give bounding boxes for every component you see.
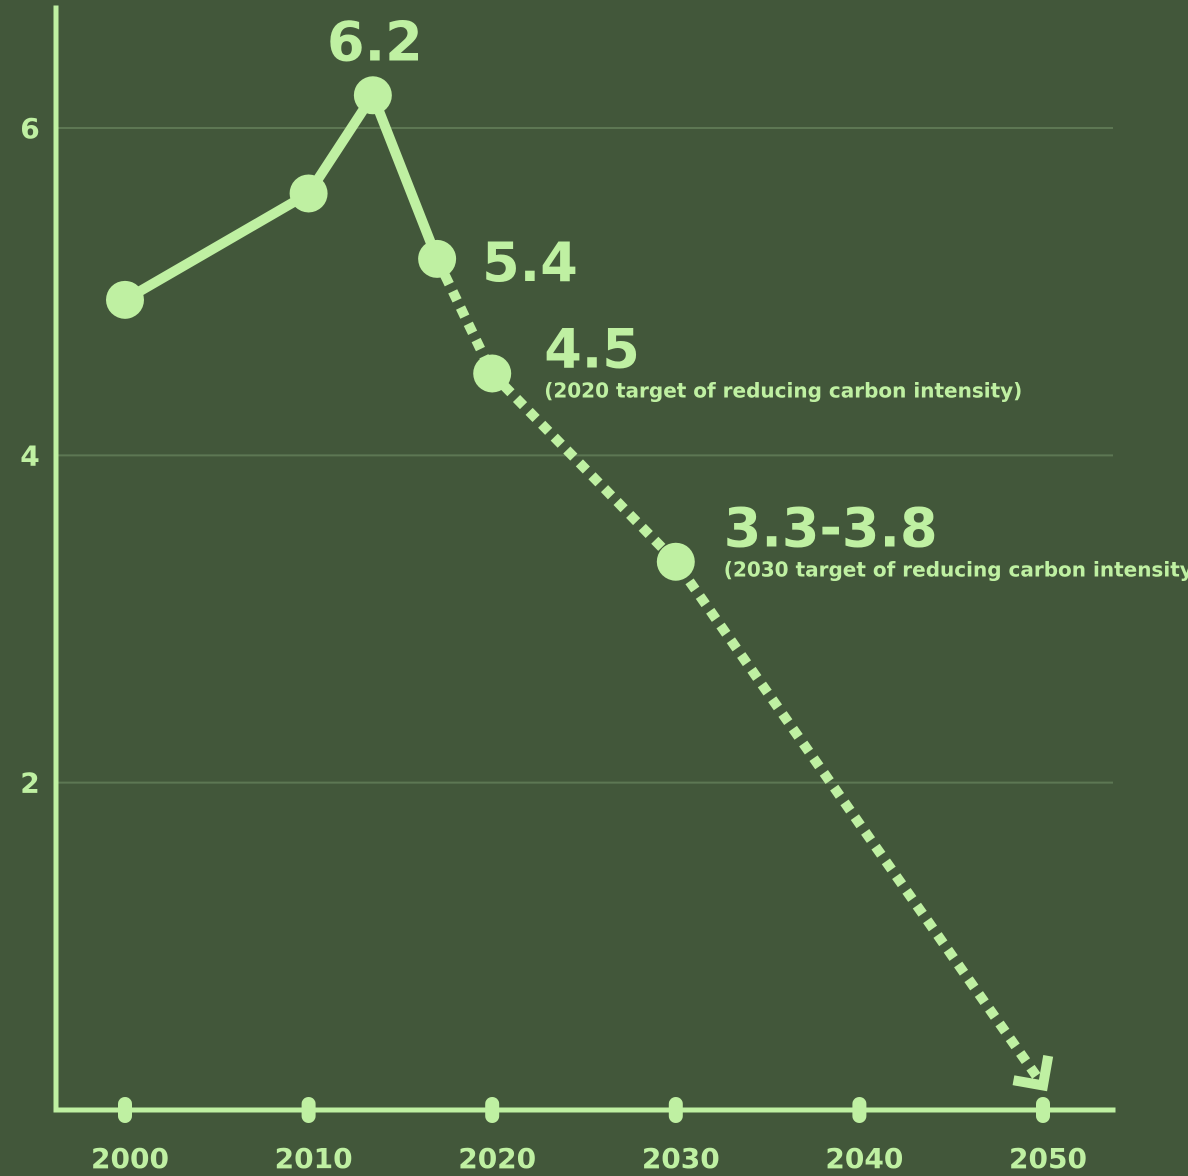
data-point-0 [106, 280, 144, 319]
value-note-3: (2030 target of reducing carbon intensit… [724, 558, 1188, 582]
x-tick-label-2050: 2050 [1009, 1142, 1087, 1175]
y-tick-label-6: 6 [20, 112, 39, 145]
data-point-3 [418, 239, 457, 278]
value-label-2: 4.5 [544, 318, 640, 381]
x-tick-label-2020: 2020 [458, 1142, 536, 1175]
value-note-2: (2020 target of reducing carbon intensit… [544, 379, 1022, 403]
y-tick-label-4: 4 [20, 439, 39, 472]
y-tick-label-2: 2 [20, 767, 39, 800]
x-tick-label-2040: 2040 [825, 1142, 903, 1175]
data-point-2 [353, 76, 392, 115]
data-point-4 [473, 354, 512, 393]
trend-arrow-head [1012, 1055, 1054, 1092]
x-tick-label-2010: 2010 [275, 1142, 353, 1175]
data-point-5 [656, 542, 695, 581]
x-axis-ticks: 2000 2010 2020 2030 2040 2050 [91, 1097, 1087, 1175]
series-line-dotted [432, 256, 1048, 1089]
data-series [120, 90, 1054, 1092]
series-line-solid [120, 90, 443, 305]
x-tick-label-2030: 2030 [642, 1142, 720, 1175]
value-label-3: 3.3-3.8 [724, 497, 938, 560]
value-label-0: 6.2 [327, 10, 423, 73]
data-point-1 [289, 174, 328, 213]
y-axis-ticks: 2 4 6 [20, 112, 39, 800]
data-markers [106, 76, 695, 581]
annotations: 6.2 5.4 4.5(2020 target of reducing carbon… [327, 10, 1188, 581]
grid-lines [56, 127, 1113, 784]
axes [53, 5, 1116, 1113]
x-tick-label-2000: 2000 [91, 1142, 169, 1175]
value-label-1: 5.4 [482, 231, 578, 294]
